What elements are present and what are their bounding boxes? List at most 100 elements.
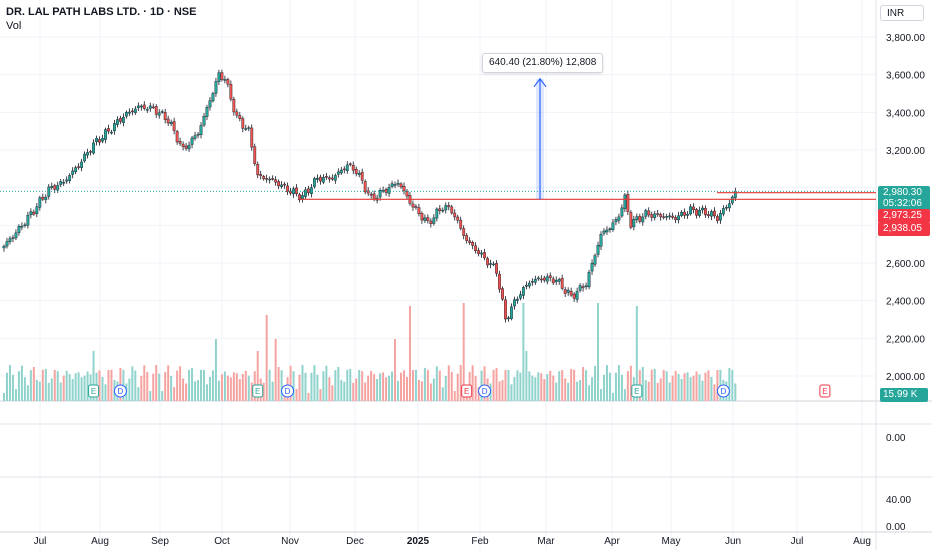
candle <box>638 213 642 224</box>
volume-bar <box>558 371 561 401</box>
candle <box>277 179 281 190</box>
candle <box>719 209 722 224</box>
volume-bar <box>531 375 534 401</box>
volume-bar <box>573 369 576 401</box>
volume-bar <box>250 382 253 401</box>
volume-bar <box>346 369 349 401</box>
volume-bar <box>340 379 343 401</box>
y-tick-label: 2,600.00 <box>886 259 925 270</box>
candle <box>692 203 695 214</box>
candle <box>8 236 12 245</box>
candle <box>605 226 609 235</box>
candle <box>554 276 558 286</box>
candle <box>411 200 415 211</box>
x-tick-label: Feb <box>471 536 489 547</box>
volume-bar <box>602 374 605 401</box>
volume-bar <box>38 381 41 401</box>
candle <box>423 214 427 223</box>
volume-bar <box>453 391 456 401</box>
volume-bar <box>59 382 62 401</box>
candle <box>680 210 683 218</box>
candle <box>20 222 24 231</box>
candle <box>68 173 72 184</box>
candle <box>59 178 63 188</box>
volume-bar <box>516 370 519 401</box>
candle <box>232 96 236 116</box>
earnings-marker: E <box>461 384 473 398</box>
volume-bar <box>355 378 358 401</box>
volume-bar <box>519 372 522 401</box>
candle <box>707 211 710 219</box>
candle <box>417 203 421 217</box>
volume-bar <box>429 383 432 401</box>
candle <box>650 211 654 222</box>
volume-bar <box>155 365 158 401</box>
volume-bar <box>35 379 38 401</box>
volume-bar <box>731 369 734 401</box>
candle <box>226 77 230 88</box>
volume-bar <box>307 392 310 401</box>
candle <box>608 227 612 233</box>
volume-bar <box>143 365 146 401</box>
candle <box>465 232 469 244</box>
candle <box>486 256 489 269</box>
volume-bar <box>289 365 292 401</box>
candle <box>710 209 713 221</box>
volume-bar <box>32 367 35 401</box>
volume-bar <box>689 377 692 401</box>
candle <box>387 183 391 197</box>
volume-bar <box>659 378 662 401</box>
countdown-badge: 05:32:06 <box>878 197 930 211</box>
candle <box>495 260 498 277</box>
volume-bar <box>408 306 411 401</box>
volume-bar <box>710 376 713 401</box>
candle <box>432 214 436 226</box>
volume-bar <box>492 369 495 401</box>
marker-label: D <box>720 387 726 396</box>
candle <box>142 101 146 111</box>
volume-bar <box>205 384 208 401</box>
volume-bar <box>220 374 223 401</box>
candle <box>247 125 251 132</box>
candle <box>319 174 322 185</box>
currency-button[interactable]: INR <box>880 5 924 21</box>
volume-bar <box>74 373 77 401</box>
candle <box>602 228 606 236</box>
volume-bar <box>629 365 632 401</box>
volume-bar <box>623 389 626 401</box>
earnings-marker: E <box>252 384 264 398</box>
candle <box>163 108 167 124</box>
candle <box>656 209 660 217</box>
volume-bar <box>665 371 668 401</box>
candle <box>295 184 298 197</box>
volume-bar <box>176 370 179 401</box>
volume-bar <box>620 374 623 401</box>
earnings-marker: E <box>819 384 831 398</box>
candle <box>301 191 304 203</box>
candle <box>316 174 319 183</box>
candle <box>459 216 463 231</box>
candle <box>250 124 254 151</box>
candle <box>17 224 21 236</box>
volume-bar <box>232 372 235 401</box>
volume-bar <box>170 375 173 401</box>
candle <box>259 170 263 180</box>
candle <box>671 212 675 220</box>
candle <box>623 192 627 213</box>
candle <box>160 109 164 114</box>
volume-bar <box>241 374 244 401</box>
volume-bar <box>280 370 283 401</box>
candle <box>184 143 188 151</box>
volume-bar <box>352 382 355 401</box>
volume-bar <box>423 367 426 401</box>
candle <box>665 213 669 221</box>
volume-bar <box>161 391 164 401</box>
volume-bar <box>62 375 65 401</box>
volume-bar <box>605 365 608 401</box>
volume-bar <box>316 374 319 401</box>
dividend-marker: D <box>281 384 295 398</box>
candle <box>2 244 6 252</box>
candle <box>95 135 98 146</box>
candle <box>626 190 630 216</box>
